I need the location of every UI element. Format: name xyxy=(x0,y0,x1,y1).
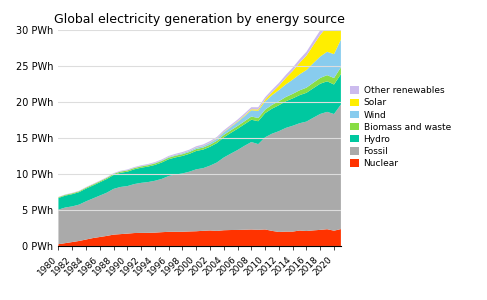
Legend: Other renewables, Solar, Wind, Biomass and waste, Hydro, Fossil, Nuclear: Other renewables, Solar, Wind, Biomass a… xyxy=(348,84,452,170)
Title: Global electricity generation by energy source: Global electricity generation by energy … xyxy=(54,13,345,26)
